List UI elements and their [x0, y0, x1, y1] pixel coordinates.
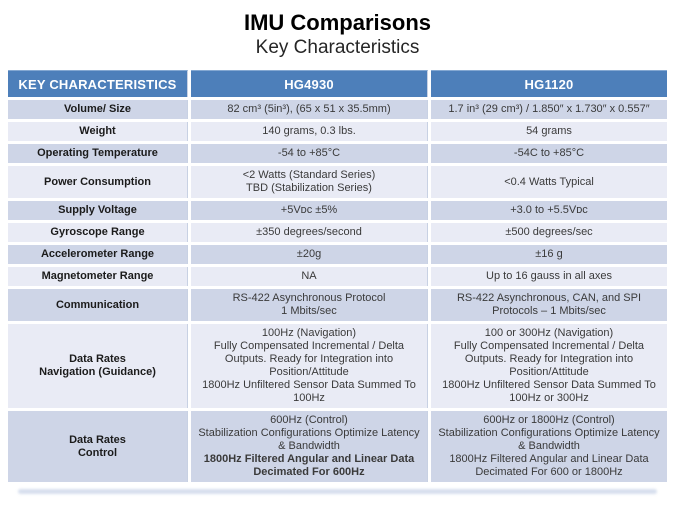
row-label: Power Consumption: [8, 166, 188, 199]
table-row-volume-size: Volume/ Size 82 cm³ (5in³), (65 x 51 x 3…: [8, 100, 667, 120]
row-label: Communication: [8, 289, 188, 322]
hg1120-value: +3.0 to +5.5Vᴅᴄ: [431, 201, 667, 221]
hg1120-value: ±500 degrees/sec: [431, 223, 667, 243]
hg4930-value-bold-text: 1800Hz Filtered Angular and Linear Data …: [203, 453, 415, 479]
header-cell-key-characteristics: KEY CHARACTERISTICS: [8, 70, 188, 98]
hg4930-value: 600Hz (Control) Stabilization Configurat…: [191, 411, 428, 483]
hg1120-value: <0.4 Watts Typical: [431, 166, 667, 199]
table-row-accelerometer-range: Accelerometer Range ±20g ±16 g: [8, 245, 667, 265]
table-row-magnetometer-range: Magnetometer Range NA Up to 16 gauss in …: [8, 267, 667, 287]
row-label: Magnetometer Range: [8, 267, 188, 287]
table-row-weight: Weight 140 grams, 0.3 lbs. 54 grams: [8, 122, 667, 142]
header-cell-hg4930: HG4930: [191, 70, 428, 98]
hg1120-value: 600Hz or 1800Hz (Control) Stabilization …: [431, 411, 667, 483]
hg4930-value: ±350 degrees/second: [191, 223, 428, 243]
hg4930-value-text: 600Hz (Control) Stabilization Configurat…: [198, 414, 420, 453]
table-row-power-consumption: Power Consumption <2 Watts (Standard Ser…: [8, 166, 667, 199]
table-row-supply-voltage: Supply Voltage +5Vᴅᴄ ±5% +3.0 to +5.5Vᴅᴄ: [8, 201, 667, 221]
hg4930-value: RS-422 Asynchronous Protocol 1 Mbits/sec: [191, 289, 428, 322]
table-shadow: [18, 489, 657, 495]
table-row-data-rates-navigation: Data Rates Navigation (Guidance) 100Hz (…: [8, 324, 667, 409]
hg4930-value: NA: [191, 267, 428, 287]
row-label: Operating Temperature: [8, 144, 188, 164]
row-label: Accelerometer Range: [8, 245, 188, 265]
hg4930-value: 82 cm³ (5in³), (65 x 51 x 35.5mm): [191, 100, 428, 120]
hg1120-value: 1.7 in³ (29 cm³) / 1.850″ x 1.730″ x 0.5…: [431, 100, 667, 120]
row-label: Weight: [8, 122, 188, 142]
hg4930-value: 140 grams, 0.3 lbs.: [191, 122, 428, 142]
hg4930-value: <2 Watts (Standard Series) TBD (Stabiliz…: [191, 166, 428, 199]
row-label: Data Rates Control: [8, 411, 188, 483]
slide-subtitle: Key Characteristics: [255, 37, 420, 59]
table-row-data-rates-control: Data Rates Control 600Hz (Control) Stabi…: [8, 411, 667, 483]
table-row-gyroscope-range: Gyroscope Range ±350 degrees/second ±500…: [8, 223, 667, 243]
table-row-operating-temperature: Operating Temperature -54 to +85°C -54C …: [8, 144, 667, 164]
hg4930-value: ±20g: [191, 245, 428, 265]
header-cell-hg1120: HG1120: [431, 70, 667, 98]
hg1120-value: -54C to +85°C: [431, 144, 667, 164]
hg1120-value: 100 or 300Hz (Navigation) Fully Compensa…: [431, 324, 667, 409]
table-header-row: KEY CHARACTERISTICS HG4930 HG1120: [8, 70, 667, 98]
hg1120-value: 54 grams: [431, 122, 667, 142]
table-row-communication: Communication RS-422 Asynchronous Protoc…: [8, 289, 667, 322]
hg1120-value: Up to 16 gauss in all axes: [431, 267, 667, 287]
row-label: Supply Voltage: [8, 201, 188, 221]
row-label: Gyroscope Range: [8, 223, 188, 243]
hg1120-value: ±16 g: [431, 245, 667, 265]
hg4930-value: -54 to +85°C: [191, 144, 428, 164]
hg4930-value: +5Vᴅᴄ ±5%: [191, 201, 428, 221]
slide-title: IMU Comparisons: [243, 10, 432, 35]
row-label: Data Rates Navigation (Guidance): [8, 324, 188, 409]
hg1120-value: RS-422 Asynchronous, CAN, and SPI Protoc…: [431, 289, 667, 322]
hg4930-value: 100Hz (Navigation) Fully Compensated Inc…: [191, 324, 428, 409]
row-label: Volume/ Size: [8, 100, 188, 120]
comparison-table: KEY CHARACTERISTICS HG4930 HG1120 Volume…: [8, 70, 667, 483]
